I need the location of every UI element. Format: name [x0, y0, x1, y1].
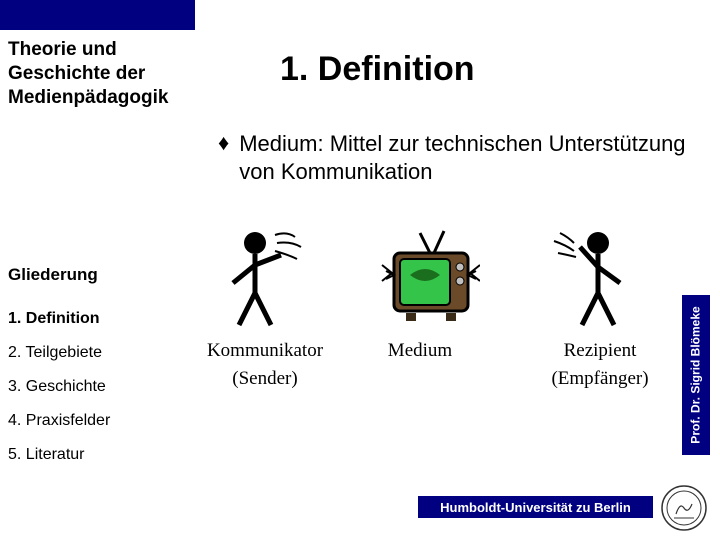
course-title-line1: Theorie und: [8, 39, 117, 60]
label-kommunikator-sub: (Sender): [195, 368, 335, 390]
label-medium: Medium: [360, 340, 480, 362]
course-title-line2: Geschichte der: [8, 63, 145, 84]
person-listening-icon: [540, 225, 640, 335]
figure-rezipient: [540, 225, 640, 340]
author-credit-bar: Prof. Dr. Sigrid Blömeke: [682, 295, 710, 455]
label-rezipient: Rezipient: [535, 340, 665, 362]
outline-item-teilgebiete[interactable]: 2. Teilgebiete: [8, 344, 102, 362]
figure-kommunikator: [215, 225, 315, 340]
institution-label: Humboldt-Universität zu Berlin: [440, 500, 631, 515]
figure-medium: [380, 225, 480, 340]
outline-item-definition[interactable]: 1. Definition: [8, 310, 100, 328]
outline-item-literatur[interactable]: 5. Literatur: [8, 446, 84, 464]
header-accent-bar: [0, 0, 195, 30]
person-speaking-icon: [215, 225, 315, 335]
university-seal-icon: [660, 484, 708, 532]
bullet-item: ♦ Medium: Mittel zur technischen Unterst…: [218, 130, 698, 185]
bullet-text: Medium: Mittel zur technischen Unterstüt…: [239, 130, 698, 185]
institution-bar: Humboldt-Universität zu Berlin: [418, 496, 653, 518]
outline-heading: Gliederung: [8, 265, 98, 285]
tv-icon: [380, 225, 480, 335]
outline-item-praxisfelder[interactable]: 4. Praxisfelder: [8, 412, 110, 430]
author-credit: Prof. Dr. Sigrid Blömeke: [689, 306, 703, 443]
course-title: Theorie und Geschichte der Medienpädagog…: [8, 38, 193, 109]
course-title-line3: Medienpädagogik: [8, 87, 168, 108]
label-kommunikator: Kommunikator: [195, 340, 335, 362]
label-rezipient-sub: (Empfänger): [535, 368, 665, 390]
outline-item-geschichte[interactable]: 3. Geschichte: [8, 378, 106, 396]
bullet-marker-icon: ♦: [218, 130, 229, 156]
slide-title: 1. Definition: [280, 50, 475, 89]
